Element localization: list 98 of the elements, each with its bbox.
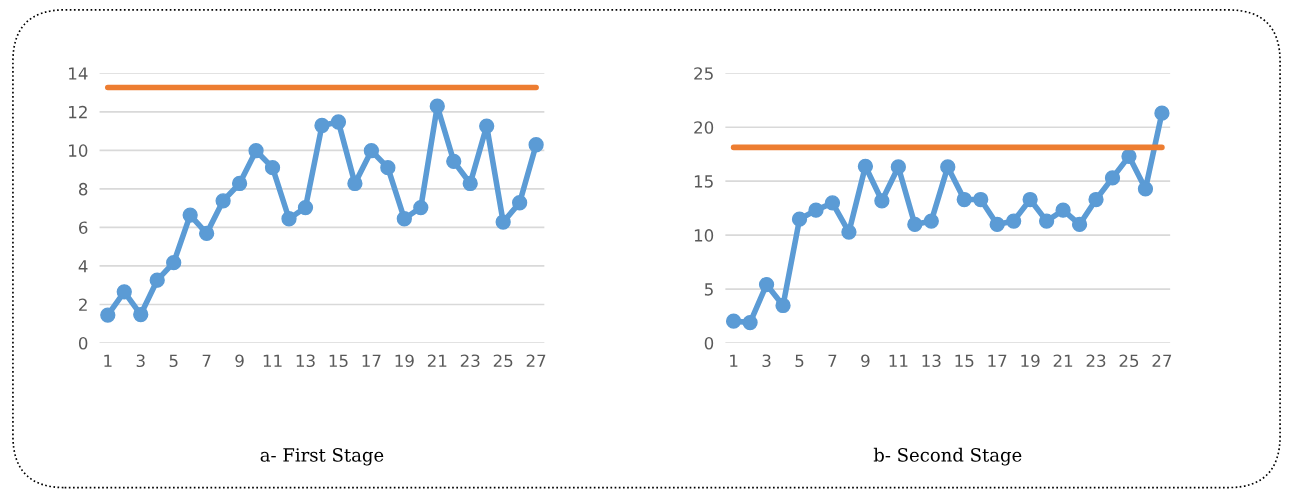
y-tick-label: 20 [694, 121, 714, 134]
point [1121, 148, 1137, 164]
y-tick-label: 5 [704, 283, 713, 296]
y-tick-label: 0 [78, 337, 88, 350]
point [363, 143, 380, 159]
point [215, 193, 231, 209]
point [1055, 202, 1071, 218]
point [264, 160, 281, 176]
x-tick-label: 27 [526, 354, 546, 367]
point [989, 216, 1005, 233]
point [725, 313, 742, 329]
point [116, 284, 132, 300]
x-tick-label: 25 [493, 354, 513, 368]
point [199, 225, 215, 242]
point [1088, 191, 1104, 208]
x-tick-label: 7 [828, 354, 837, 367]
x-tick-label: 3 [762, 354, 771, 368]
y-tick-label: 14 [69, 67, 88, 80]
x-tick-label: 17 [362, 354, 381, 367]
point [956, 191, 972, 208]
point [791, 211, 808, 227]
point [857, 158, 874, 174]
point [330, 114, 347, 130]
point [775, 297, 791, 314]
point [429, 98, 445, 114]
x-tick-label: 19 [1021, 354, 1040, 368]
y-tick-label: 10 [694, 229, 714, 242]
point [890, 159, 906, 175]
point [973, 191, 989, 208]
point [907, 216, 923, 233]
point [297, 199, 314, 216]
point [1038, 213, 1055, 229]
point [100, 307, 116, 323]
point [1104, 170, 1121, 186]
x-tick-label: 19 [395, 354, 414, 368]
point [1154, 105, 1170, 121]
x-tick-label: 23 [1086, 354, 1106, 368]
x-tick-label: 9 [861, 354, 870, 368]
point [149, 272, 165, 288]
point [874, 193, 890, 209]
x-tick-label: 17 [988, 354, 1007, 367]
point [166, 255, 182, 271]
x-tick-label: 3 [136, 354, 145, 368]
y-tick-label: 4 [78, 260, 88, 273]
x-tick-label: 27 [1152, 354, 1172, 367]
x-tick-label: 9 [235, 354, 244, 368]
x-tick-label: 21 [1053, 354, 1073, 367]
point [396, 211, 412, 227]
point [380, 160, 396, 176]
point [824, 195, 841, 211]
point [133, 306, 149, 323]
x-tick-label: 21 [427, 354, 447, 367]
x-tick-label: 5 [795, 354, 804, 368]
point [841, 224, 857, 240]
x-tick-label: 13 [922, 354, 941, 368]
point [1022, 191, 1038, 208]
x-tick-label: 7 [202, 354, 211, 367]
x-tick-label: 1 [104, 354, 112, 367]
point [462, 175, 478, 192]
y-tick-label: 6 [79, 221, 88, 234]
point [512, 195, 528, 211]
point [231, 175, 248, 192]
point [479, 118, 495, 134]
x-tick-label: 11 [889, 354, 908, 367]
x-tick-label: 13 [296, 354, 315, 368]
y-tick-label: 10 [69, 144, 88, 157]
y-tick-label: 25 [694, 67, 713, 80]
x-tick-label: 1 [730, 354, 738, 367]
point [446, 153, 462, 169]
point [528, 137, 544, 153]
point [758, 276, 775, 293]
x-tick-label: 11 [263, 354, 282, 367]
x-tick-label: 15 [329, 354, 348, 368]
point [808, 202, 824, 218]
point [495, 214, 511, 230]
point [1006, 213, 1022, 229]
point [248, 143, 264, 159]
x-tick-label: 23 [460, 354, 480, 368]
x-tick-label: 15 [955, 354, 974, 368]
point [314, 117, 330, 134]
y-tick-label: 8 [78, 182, 88, 196]
text: a- First Stage [260, 448, 384, 466]
point [1071, 216, 1088, 233]
y-tick-label: 2 [79, 298, 87, 311]
x-tick-label: 5 [169, 354, 178, 368]
point [182, 207, 198, 223]
point [1137, 181, 1154, 197]
x-tick-label: 25 [1119, 354, 1139, 368]
y-tick-label: 12 [69, 105, 87, 119]
point [742, 314, 758, 331]
point [413, 199, 429, 216]
point [347, 175, 363, 192]
text: b- Second Stage [873, 447, 1022, 466]
point [281, 211, 297, 227]
y-tick-label: 15 [694, 175, 713, 188]
point [940, 159, 956, 175]
y-tick-label: 0 [704, 337, 714, 350]
point [923, 213, 939, 229]
